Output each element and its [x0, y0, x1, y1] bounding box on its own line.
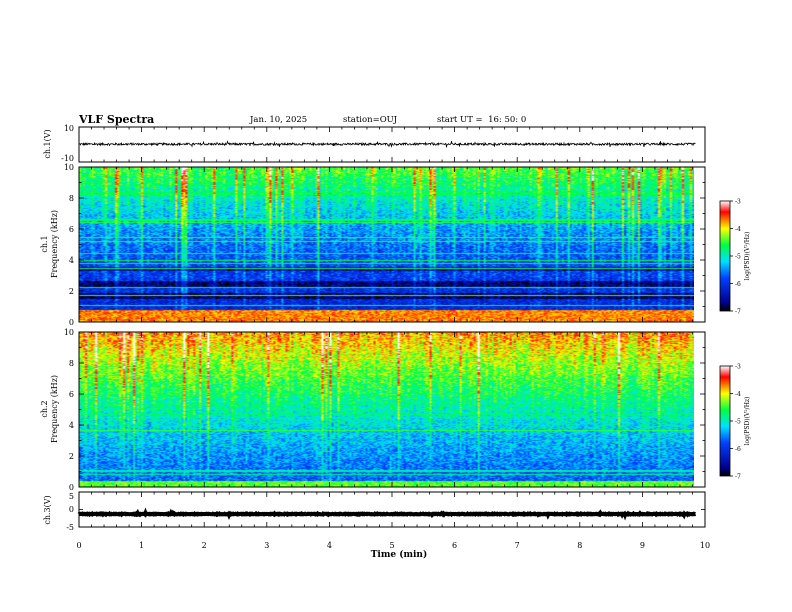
ch2-spectrogram-ticks: 0 2 4 6 8 10 [64, 328, 706, 492]
x-axis-tick-labels: 0 1 2 3 4 5 6 7 8 9 10 [76, 541, 710, 550]
y-tick-label: 2 [69, 452, 74, 461]
ch1-spectrogram-panel: 0 2 4 6 8 10 ch.1 Frequency (kHz) [40, 163, 706, 327]
ch1-ytick-top: 10 [64, 124, 74, 133]
ch1-waveform-trace [78, 140, 696, 148]
x-tick-label: 9 [640, 541, 645, 550]
waveform-line [78, 140, 696, 148]
colorbar-1-scale [719, 200, 731, 312]
ch1-spec-ylabel-top: ch.1 [40, 235, 49, 252]
colorbar-tick-label: -4 [735, 391, 741, 398]
x-tick-label: 3 [264, 541, 269, 550]
x-axis-label: Time (min) [371, 549, 428, 560]
colorbar-1: -3 -4 -5 -6 -7 log(PSD)(V²/Hz) [719, 199, 751, 316]
y-tick-label: 8 [69, 359, 74, 368]
ch2-spec-ylabel: Frequency (kHz) [50, 375, 59, 443]
colorbar-1-ticks: -3 -4 -5 -6 -7 [730, 199, 741, 316]
date-label: Jan. 10, 2025 [250, 115, 308, 125]
y-tick-label: 6 [69, 225, 74, 234]
x-tick-label: 8 [577, 541, 582, 550]
colorbar-2: -3 -4 -5 -6 -7 log(PSD)(V²/Hz) [719, 364, 751, 481]
y-tick-label: 0 [69, 483, 74, 492]
colorbar-tick-label: -6 [735, 446, 741, 453]
y-tick-label: 2 [69, 287, 74, 296]
y-tick-label: 10 [64, 328, 74, 337]
colorbar-tick-label: -7 [735, 309, 741, 316]
x-tick-label: 4 [327, 541, 332, 550]
y-tick-label: 8 [69, 194, 74, 203]
x-tick-label: 1 [139, 541, 144, 550]
ch3-waveform-ticks [78, 491, 706, 528]
colorbar-tick-label: -6 [735, 281, 741, 288]
colorbar-tick-label: -5 [735, 254, 741, 261]
x-tick-label: 6 [452, 541, 457, 550]
waveform-line [77, 507, 697, 521]
x-tick-label: 5 [389, 541, 394, 550]
ch1-waveform-panel: 10 -10 ch.1(V) [43, 124, 706, 163]
y-tick-label: 0 [69, 318, 74, 327]
station-label: station=OUJ [343, 115, 398, 125]
y-tick-label: 10 [64, 163, 74, 172]
ch1-spectrogram-ticks: 0 2 4 6 8 10 [64, 163, 706, 327]
ch1-waveform-ticks [78, 127, 706, 162]
colorbar-tick-label: -3 [735, 199, 741, 206]
y-tick-label: 4 [69, 421, 74, 430]
colorbar-tick-label: -4 [735, 226, 741, 233]
ch1-ytick-bottom: -10 [61, 154, 74, 163]
colorbar-2-scale [719, 365, 731, 477]
start-time-label: start UT = 16: 50: 0 [437, 115, 527, 125]
colorbar-2-label: log(PSD)(V²/Hz) [744, 397, 751, 446]
ch3-waveform-frame [78, 491, 706, 528]
ch3-ylabel: ch.3(V) [43, 495, 52, 524]
ch3-waveform-panel: 5 0 -5 ch.3(V) [43, 491, 706, 532]
x-tick-label: 0 [76, 541, 81, 550]
colorbar-tick-label: -7 [735, 474, 741, 481]
ch1-spectrogram-image [79, 167, 694, 322]
y-tick-label: 6 [69, 390, 74, 399]
ch3-ytick-mid: 0 [69, 505, 74, 514]
ch3-waveform-trace [77, 507, 697, 521]
x-tick-label: 2 [202, 541, 207, 550]
ch2-spectrogram-image [79, 332, 694, 487]
colorbar-1-label: log(PSD)(V²/Hz) [744, 232, 751, 281]
ch1-ylabel: ch.1(V) [43, 129, 52, 158]
x-tick-label: 10 [700, 541, 710, 550]
ch1-spec-ylabel: Frequency (kHz) [50, 210, 59, 278]
ch2-spec-ylabel-top: ch.2 [40, 400, 49, 417]
ch3-ytick-bottom: -5 [66, 523, 74, 532]
colorbar-2-ticks: -3 -4 -5 -6 -7 [730, 364, 741, 481]
x-tick-label: 7 [515, 541, 520, 550]
y-tick-label: 4 [69, 256, 74, 265]
ch2-spectrogram-panel: 0 2 4 6 8 10 ch.2 Frequency (kHz) [40, 328, 706, 492]
ch3-ytick-top: 5 [69, 492, 74, 501]
colorbar-tick-label: -3 [735, 364, 741, 371]
colorbar-tick-label: -5 [735, 419, 741, 426]
chart-title: VLF Spectra [79, 113, 155, 126]
